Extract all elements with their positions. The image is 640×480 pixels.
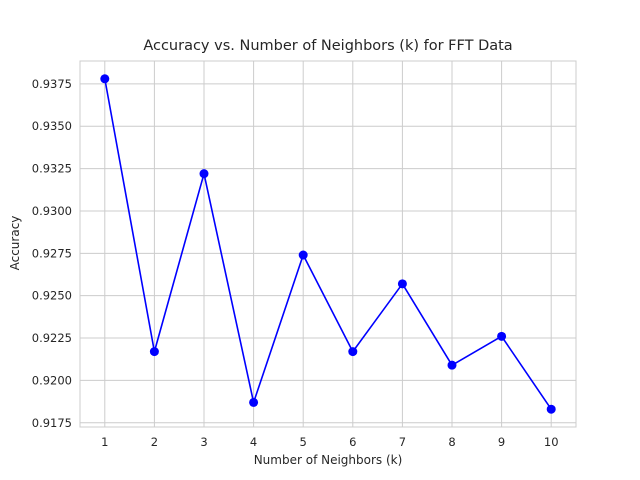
x-tick-label: 8 bbox=[448, 435, 455, 449]
x-tick-label: 6 bbox=[349, 435, 356, 449]
series-line bbox=[104, 78, 552, 410]
x-tick-label: 10 bbox=[544, 435, 559, 449]
x-axis-ticks: 1 2 3 4 5 6 7 8 9 10 bbox=[101, 435, 558, 449]
data-point bbox=[149, 347, 159, 357]
y-tick-label: 0.9250 bbox=[32, 289, 72, 303]
data-point bbox=[298, 250, 308, 260]
data-point bbox=[100, 74, 110, 84]
y-tick-label: 0.9375 bbox=[32, 77, 72, 91]
data-point bbox=[397, 279, 407, 289]
y-axis-label: Accuracy bbox=[8, 216, 22, 271]
y-tick-label: 0.9275 bbox=[32, 246, 72, 260]
x-tick-label: 5 bbox=[300, 435, 307, 449]
x-tick-label: 3 bbox=[200, 435, 207, 449]
x-tick-label: 4 bbox=[250, 435, 257, 449]
data-point bbox=[199, 169, 209, 179]
data-point bbox=[546, 404, 556, 414]
y-tick-label: 0.9175 bbox=[32, 416, 72, 430]
x-tick-label: 2 bbox=[151, 435, 158, 449]
data-point bbox=[348, 347, 358, 357]
y-tick-label: 0.9350 bbox=[32, 119, 72, 133]
x-tick-label: 1 bbox=[101, 435, 108, 449]
y-axis-ticks: 0.9175 0.9200 0.9225 0.9250 0.9275 0.9300 0.93… bbox=[32, 77, 72, 430]
x-tick-label: 7 bbox=[399, 435, 406, 449]
chart-title: Accuracy vs. Number of Neighbors (k) for… bbox=[143, 38, 512, 54]
x-tick-label: 9 bbox=[498, 435, 505, 449]
data-point bbox=[497, 331, 507, 341]
x-axis-label: Number of Neighbors (k) bbox=[254, 453, 403, 467]
data-series bbox=[100, 74, 556, 414]
plot-frame bbox=[79, 60, 577, 428]
data-point bbox=[447, 360, 457, 370]
y-tick-label: 0.9200 bbox=[32, 373, 72, 387]
y-tick-label: 0.9325 bbox=[32, 162, 72, 176]
y-tick-label: 0.9300 bbox=[32, 204, 72, 218]
y-tick-label: 0.9225 bbox=[32, 331, 72, 345]
plot-area bbox=[80, 61, 576, 427]
data-point bbox=[249, 397, 259, 407]
